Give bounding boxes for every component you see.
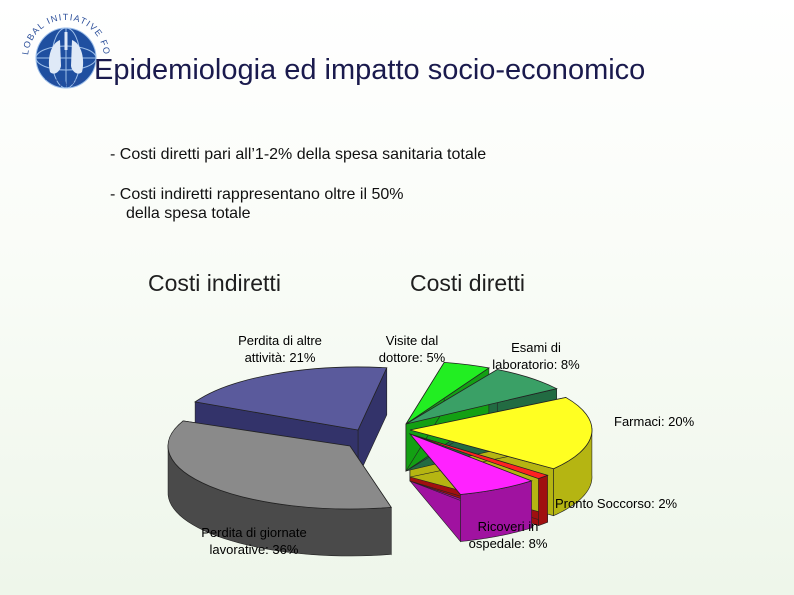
pie-label-1: Perdita di altre attività: 21% [238, 333, 322, 365]
page-title: Epidemiologia ed impatto socio-economico [94, 54, 646, 86]
lungs-icon [48, 40, 61, 74]
pie-label-3: Esami di laboratorio: 8% [492, 340, 580, 372]
bullet-indirect-line1: - Costi indiretti rappresentano oltre il… [110, 186, 404, 203]
pie-slice-3 [405, 369, 558, 425]
pie-tops [167, 361, 593, 510]
gina-logo: GLOBAL INITIATIVE FOR ASTHMA [14, 6, 111, 89]
bullet-direct-costs: - Costi diretti pari all’1-2% della spes… [110, 146, 487, 163]
pie-slice-5 [409, 433, 549, 480]
pie-label-2: Visite dal dottore: 5% [379, 333, 446, 365]
pie-slice-wall [538, 474, 548, 527]
pie-label-6: Ricoveri in ospedale: 8% [469, 519, 548, 551]
bullet-indirect-costs: - Costi indiretti rappresentano oltre il… [110, 185, 403, 223]
section-direct-costs: Costi diretti [410, 270, 526, 296]
pie-labels: Perdita di altre attività: 21% Visite dal d… [201, 333, 694, 557]
pie-label-7: Perdita di giornate lavorative: 36% [201, 525, 307, 557]
pie-label-4: Farmaci: 20% [614, 414, 695, 429]
pie-slice-1 [194, 366, 388, 431]
pie-slice-4 [409, 397, 593, 470]
pie-slice-6 [408, 433, 533, 495]
pie-slice-2 [405, 361, 490, 425]
section-indirect-costs: Costi indiretti [148, 270, 281, 296]
pie-label-5: Pronto Soccorso: 2% [555, 496, 678, 511]
bullet-indirect-line2: della spesa totale [126, 205, 251, 222]
pie-slice-7 [167, 420, 392, 510]
